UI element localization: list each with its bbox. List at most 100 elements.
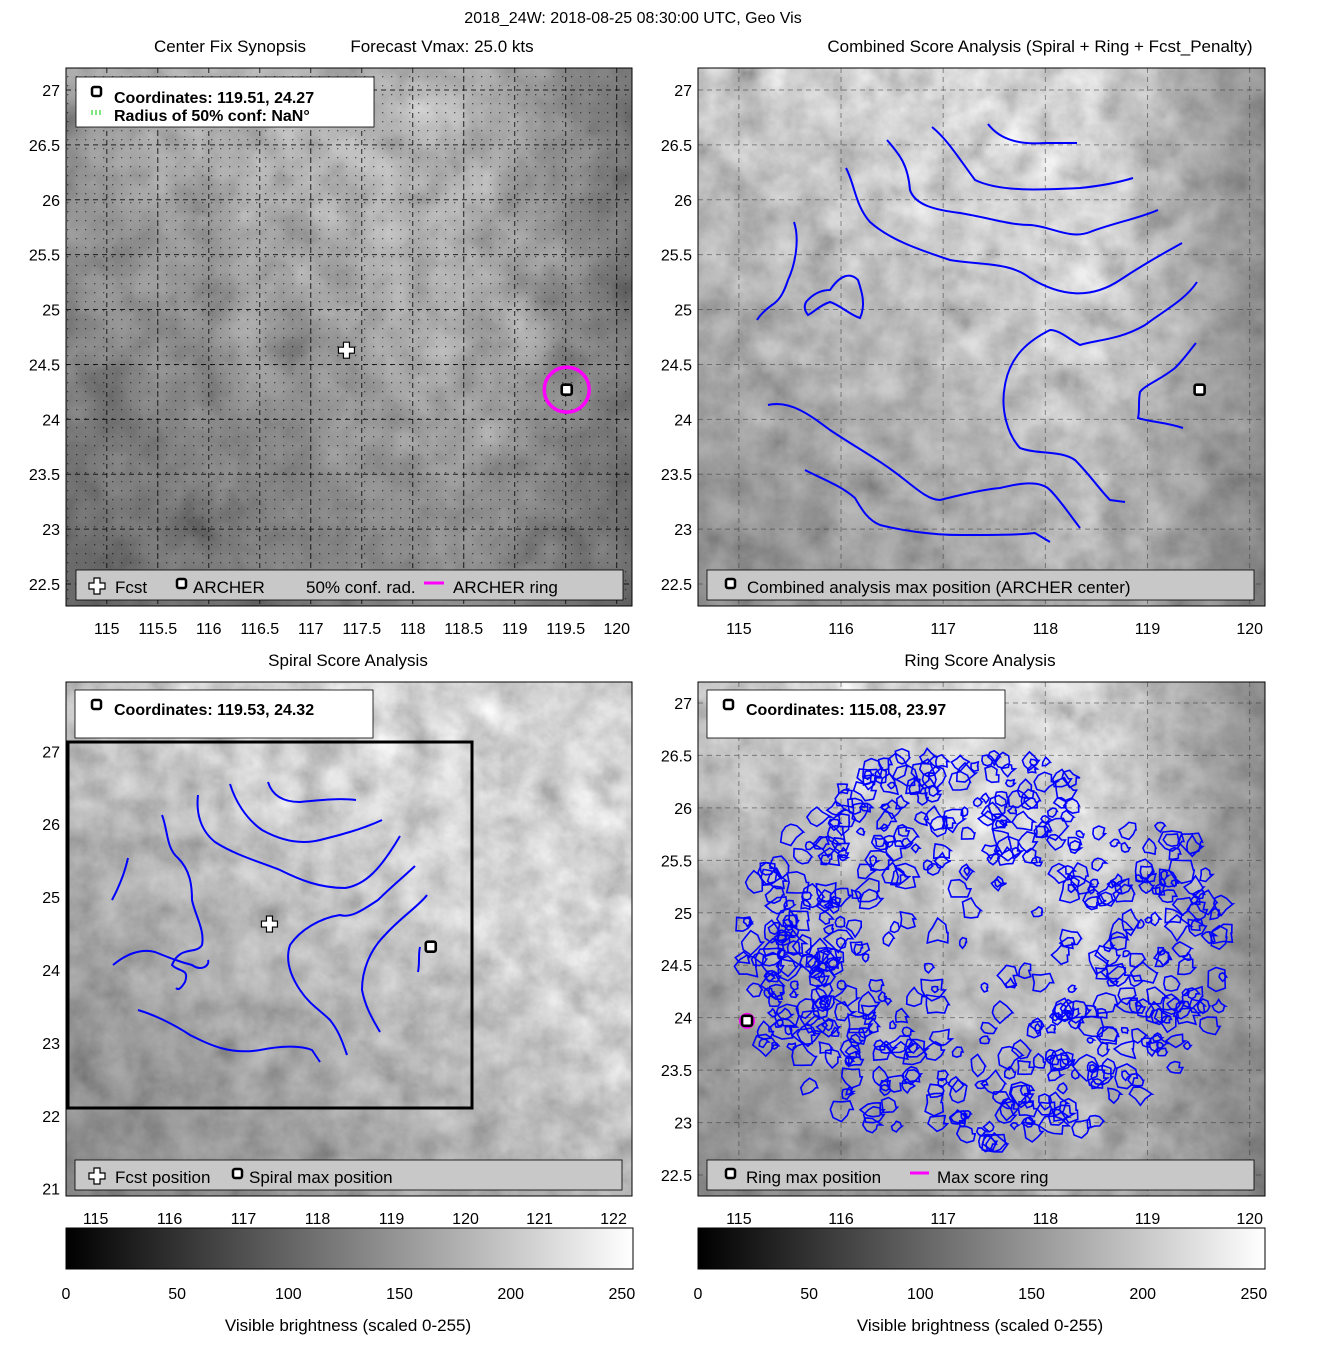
ring-contour-line	[991, 999, 1015, 1025]
spiral-contour-line	[161, 814, 204, 991]
ring-contour-line	[1177, 832, 1204, 855]
ring-contour-line	[1118, 821, 1137, 841]
ring-contour-line	[929, 815, 949, 838]
ring-contour-line	[1120, 841, 1132, 853]
ring-contour-line	[759, 970, 786, 999]
combined-contour-line	[886, 139, 1159, 236]
ring-contour-line	[1127, 974, 1146, 988]
ring-contour-line	[1190, 918, 1204, 931]
ring-marker-icon	[724, 1167, 737, 1180]
ring-contour-line	[1106, 1087, 1124, 1105]
y-tick-label: 24.5	[661, 357, 692, 374]
ring-contour-line	[899, 910, 918, 930]
x-tick-label: 119	[1135, 621, 1161, 638]
spiral-contours	[111, 781, 428, 1063]
ring-contour-line	[923, 805, 947, 832]
y-tick-label: 22.5	[661, 577, 692, 594]
ring-contour-line	[858, 1027, 876, 1039]
ring-contour-line	[889, 867, 912, 886]
x-tick-label: 117	[231, 1211, 257, 1228]
ring-contour-line	[1035, 825, 1052, 838]
y-tick-label: 26.5	[29, 138, 60, 155]
y-tick-label: 26.5	[661, 748, 692, 765]
ring-contour-line	[979, 1035, 991, 1045]
ring-contour-line	[1059, 928, 1083, 948]
ring-contour-line	[955, 1125, 977, 1144]
ring-contour-line	[1146, 1040, 1160, 1058]
ring-contour-line	[950, 754, 971, 773]
ring-contours	[733, 747, 1236, 1153]
ring-contour-line	[926, 916, 949, 945]
ring-contour-line	[766, 867, 789, 890]
ring-contour-line	[855, 827, 866, 836]
ring-contour-line	[972, 796, 984, 808]
combined-contour-line	[845, 167, 1183, 295]
x-tick-label: 117	[298, 621, 324, 638]
ring-contour-line	[1129, 952, 1147, 969]
ring-contour-line	[853, 942, 871, 956]
ring-contour-line	[887, 752, 909, 781]
x-tick-label: 115.5	[138, 621, 177, 638]
ring-contour-line	[1067, 1016, 1085, 1030]
x-tick-label: 122	[600, 1211, 627, 1228]
ring-contour-line	[1117, 987, 1137, 1006]
spiral-contour-line	[417, 946, 421, 973]
ring-contour-line	[1156, 946, 1166, 956]
ring-contour-line	[1139, 865, 1155, 881]
ring-contour-line	[1023, 797, 1039, 809]
spiral-contour-line	[287, 865, 416, 1056]
ring-contour-line	[1150, 911, 1163, 927]
colorbar-tick-label: 150	[1018, 1286, 1045, 1303]
ring-contour-line	[976, 810, 999, 827]
x-tick-label: 119	[379, 1211, 405, 1228]
ring-contour-line	[810, 987, 833, 1009]
ring-contour-line	[1106, 977, 1120, 987]
ring-contour-line	[1004, 778, 1017, 788]
ring-contour-line	[1170, 879, 1180, 888]
ring-contour-line	[837, 808, 857, 828]
ring-contour-line	[1090, 1078, 1105, 1090]
ring-contour-line	[1060, 809, 1076, 823]
ring-legend-ring: Max score ring	[937, 1168, 1048, 1187]
ring-contour-line	[903, 1038, 930, 1058]
forecast-marker	[260, 915, 279, 933]
ring-contour-line	[1086, 1036, 1097, 1044]
ring-contour-line	[948, 770, 972, 791]
ring-contour-line	[981, 754, 997, 767]
colorbar-tick-label: 100	[907, 1286, 934, 1303]
synopsis-info-box	[75, 76, 375, 128]
ring-contour-line	[847, 1013, 874, 1034]
max-score-ring	[739, 1012, 756, 1029]
ring-contour-line	[818, 995, 836, 1012]
synopsis-legend-conf: 50% conf. rad.	[306, 578, 416, 597]
ring-contour-line	[994, 1100, 1018, 1124]
ring-contour-line	[1168, 859, 1196, 885]
ring-contour-line	[1168, 846, 1182, 861]
ring-contour-line	[841, 1088, 856, 1101]
ring-contour-line	[1145, 1000, 1164, 1024]
ring-contour-line	[918, 747, 939, 765]
ring-contour-line	[1039, 814, 1053, 824]
ring-contour-line	[758, 1038, 771, 1049]
colorbar-left-gradient	[65, 1227, 634, 1270]
ring-contour-line	[870, 834, 890, 851]
ring-contour-line	[792, 847, 814, 865]
y-tick-label: 27	[674, 696, 692, 713]
ring-contour-line	[1003, 1065, 1017, 1080]
synopsis-grid-dots	[66, 68, 632, 606]
x-tick-label: 119	[502, 621, 528, 638]
ring-info-box	[706, 689, 1006, 739]
spiral-contour-line	[360, 894, 428, 1033]
colorbar-tick-label: 50	[168, 1286, 186, 1303]
ring-contour-line	[816, 946, 843, 973]
ring-legend-max: Ring max position	[746, 1168, 881, 1187]
ring-contour-line	[1129, 961, 1159, 984]
ring-contour-line	[1026, 763, 1040, 774]
ring-contour-line	[1182, 1040, 1193, 1051]
ring-contour-line	[827, 898, 840, 909]
y-tick-label: 24.5	[661, 958, 692, 975]
ring-contour-line	[892, 826, 921, 848]
ring-contour-line	[925, 994, 951, 1014]
ring-contour-line	[1096, 1026, 1120, 1043]
ring-contour-line	[1046, 807, 1059, 818]
